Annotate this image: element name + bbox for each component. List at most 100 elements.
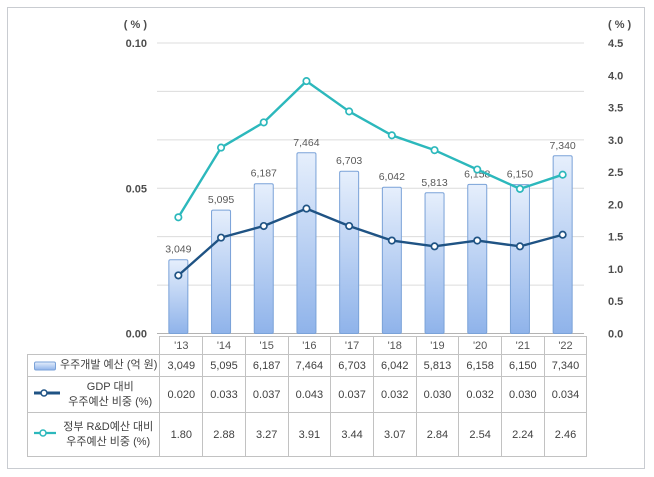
right-axis-tick-label: 4.0: [608, 70, 623, 82]
table-value-cell: 0.030: [500, 376, 545, 413]
right-axis-tick-label: 2.0: [608, 199, 623, 211]
rnd-line-legend-icon: [34, 428, 56, 437]
year-header-cell: '15: [244, 336, 289, 355]
budget-bar: [339, 170, 360, 334]
bar-value-label: 7,340: [550, 140, 576, 152]
right-axis-tick-label: 3.5: [608, 103, 623, 115]
right-axis-tick-label: 1.0: [608, 264, 623, 276]
line-marker: [430, 242, 439, 251]
legend-cell: 정부 R&D예산 대비 우주예산 비중 (%): [26, 412, 161, 457]
table-value-cell: 2.46: [543, 412, 588, 457]
right-axis-tick-label: 2.5: [608, 167, 623, 179]
budget-bar: [168, 259, 189, 334]
line-marker: [302, 204, 311, 213]
table-value-cell: 1.80: [159, 412, 204, 457]
left-axis-tick-label: 0.10: [126, 38, 147, 50]
year-header-cell: '19: [415, 336, 460, 355]
line-marker: [217, 143, 226, 152]
table-value-cell: 6,703: [330, 354, 374, 377]
table-corner-blank: [28, 337, 160, 355]
year-header-cell: '14: [202, 336, 246, 355]
table-value-cell: 5,095: [202, 354, 246, 377]
line-marker: [387, 131, 396, 140]
left-axis-tick-label: 0.00: [126, 329, 147, 341]
table-value-cell: 6,042: [372, 354, 417, 377]
table-value-cell: 0.020: [159, 376, 204, 413]
right-axis-tick-label: 3.0: [608, 135, 623, 147]
table-value-cell: 0.032: [372, 376, 417, 413]
table-value-cell: 3.91: [287, 412, 332, 457]
line-marker: [259, 118, 268, 127]
gdp-line-legend-icon: [34, 388, 60, 397]
table-value-cell: 0.037: [244, 376, 289, 413]
rnd-ratio-line: [177, 79, 564, 219]
data-table: '13'14'15'16'17'18'19'20'21'22 우주개발 예산 (억…: [26, 336, 588, 457]
line-marker: [259, 221, 268, 231]
table-value-cell: 5,813: [415, 354, 460, 377]
year-header-cell: '17: [330, 336, 374, 355]
budget-bar: [253, 183, 274, 334]
table-value-cell: 0.030: [415, 376, 460, 413]
line-series: [174, 77, 567, 280]
line-marker: [387, 236, 396, 245]
legend-cell: GDP 대비 우주예산 비중 (%): [26, 376, 161, 413]
line-marker: [558, 230, 567, 239]
line-marker: [174, 271, 183, 280]
line-marker: [473, 165, 482, 174]
bar-legend-swatch: [34, 361, 56, 370]
right-axis-tick-label: 0.5: [608, 296, 623, 308]
legend-label: 우주개발 예산 (억 원): [60, 359, 158, 371]
table-row: GDP 대비 우주예산 비중 (%) 0.020 0.033 0.037 0.043 0.0…: [26, 376, 588, 413]
bar-value-label: 5,095: [208, 194, 234, 206]
line-marker: [515, 184, 525, 193]
table-value-cell: 0.032: [458, 376, 502, 413]
bar-value-label: 3,049: [165, 244, 191, 256]
line-marker: [473, 236, 482, 245]
budget-bar: [211, 209, 232, 334]
bar-value-label: 6,042: [379, 171, 405, 183]
line-marker: [430, 146, 439, 155]
table-value-cell: 7,340: [543, 354, 588, 377]
bar-value-label: 6,187: [251, 168, 277, 180]
right-axis-tick-label: 0.0: [608, 329, 623, 341]
table-value-cell: 2.84: [415, 412, 460, 457]
budget-bar: [467, 183, 488, 334]
bar-value-label: 7,464: [293, 137, 319, 149]
table-value-cell: 6,187: [244, 354, 289, 377]
line-marker: [345, 107, 354, 116]
table-row: 정부 R&D예산 대비 우주예산 비중 (%) 1.80 2.88 3.27 3.91 3.…: [26, 412, 588, 457]
right-axis-ticks: 4.5 4.0 3.5 3.0 2.5 2.0 1.5 1.0 0.5 0.0: [608, 38, 623, 341]
budget-bar: [296, 152, 317, 334]
year-header-cell: '16: [287, 336, 332, 355]
table-value-cell: 2.24: [500, 412, 545, 457]
budget-bar: [424, 192, 445, 334]
year-header-cell: '13: [159, 336, 204, 355]
left-axis-tick-label: 0.05: [126, 183, 147, 195]
budget-bar: [509, 184, 530, 334]
legend-label: GDP 대비 우주예산 비중 (%): [68, 380, 153, 408]
table-row: 우주개발 예산 (억 원) 3,049 5,095 6,187 7,464 6,703 6,…: [26, 354, 588, 377]
table-value-cell: 0.043: [287, 376, 332, 413]
line-marker: [302, 77, 311, 86]
budget-bar: [381, 186, 402, 334]
line-marker: [558, 170, 567, 179]
table-value-cell: 6,150: [500, 354, 545, 377]
table-value-cell: 0.033: [202, 376, 246, 413]
left-axis-unit: ( % ): [124, 19, 148, 31]
year-header-cell: '22: [543, 336, 588, 355]
legend-cell: 우주개발 예산 (억 원): [26, 354, 161, 377]
bar-value-label: 6,703: [336, 155, 362, 167]
line-marker: [174, 213, 183, 222]
table-value-cell: 0.037: [330, 376, 374, 413]
line-marker: [345, 221, 354, 231]
table-value-cell: 3,049: [159, 354, 204, 377]
right-axis-tick-label: 4.5: [608, 38, 623, 50]
line-marker: [217, 233, 226, 242]
table-value-cell: 6,158: [458, 354, 502, 377]
gdp-ratio-line: [177, 207, 564, 277]
legend-label: 정부 R&D예산 대비 우주예산 비중 (%): [63, 420, 154, 448]
left-axis-ticks: 0.10 0.05 0.00: [126, 38, 147, 341]
table-value-cell: 3.07: [372, 412, 417, 457]
